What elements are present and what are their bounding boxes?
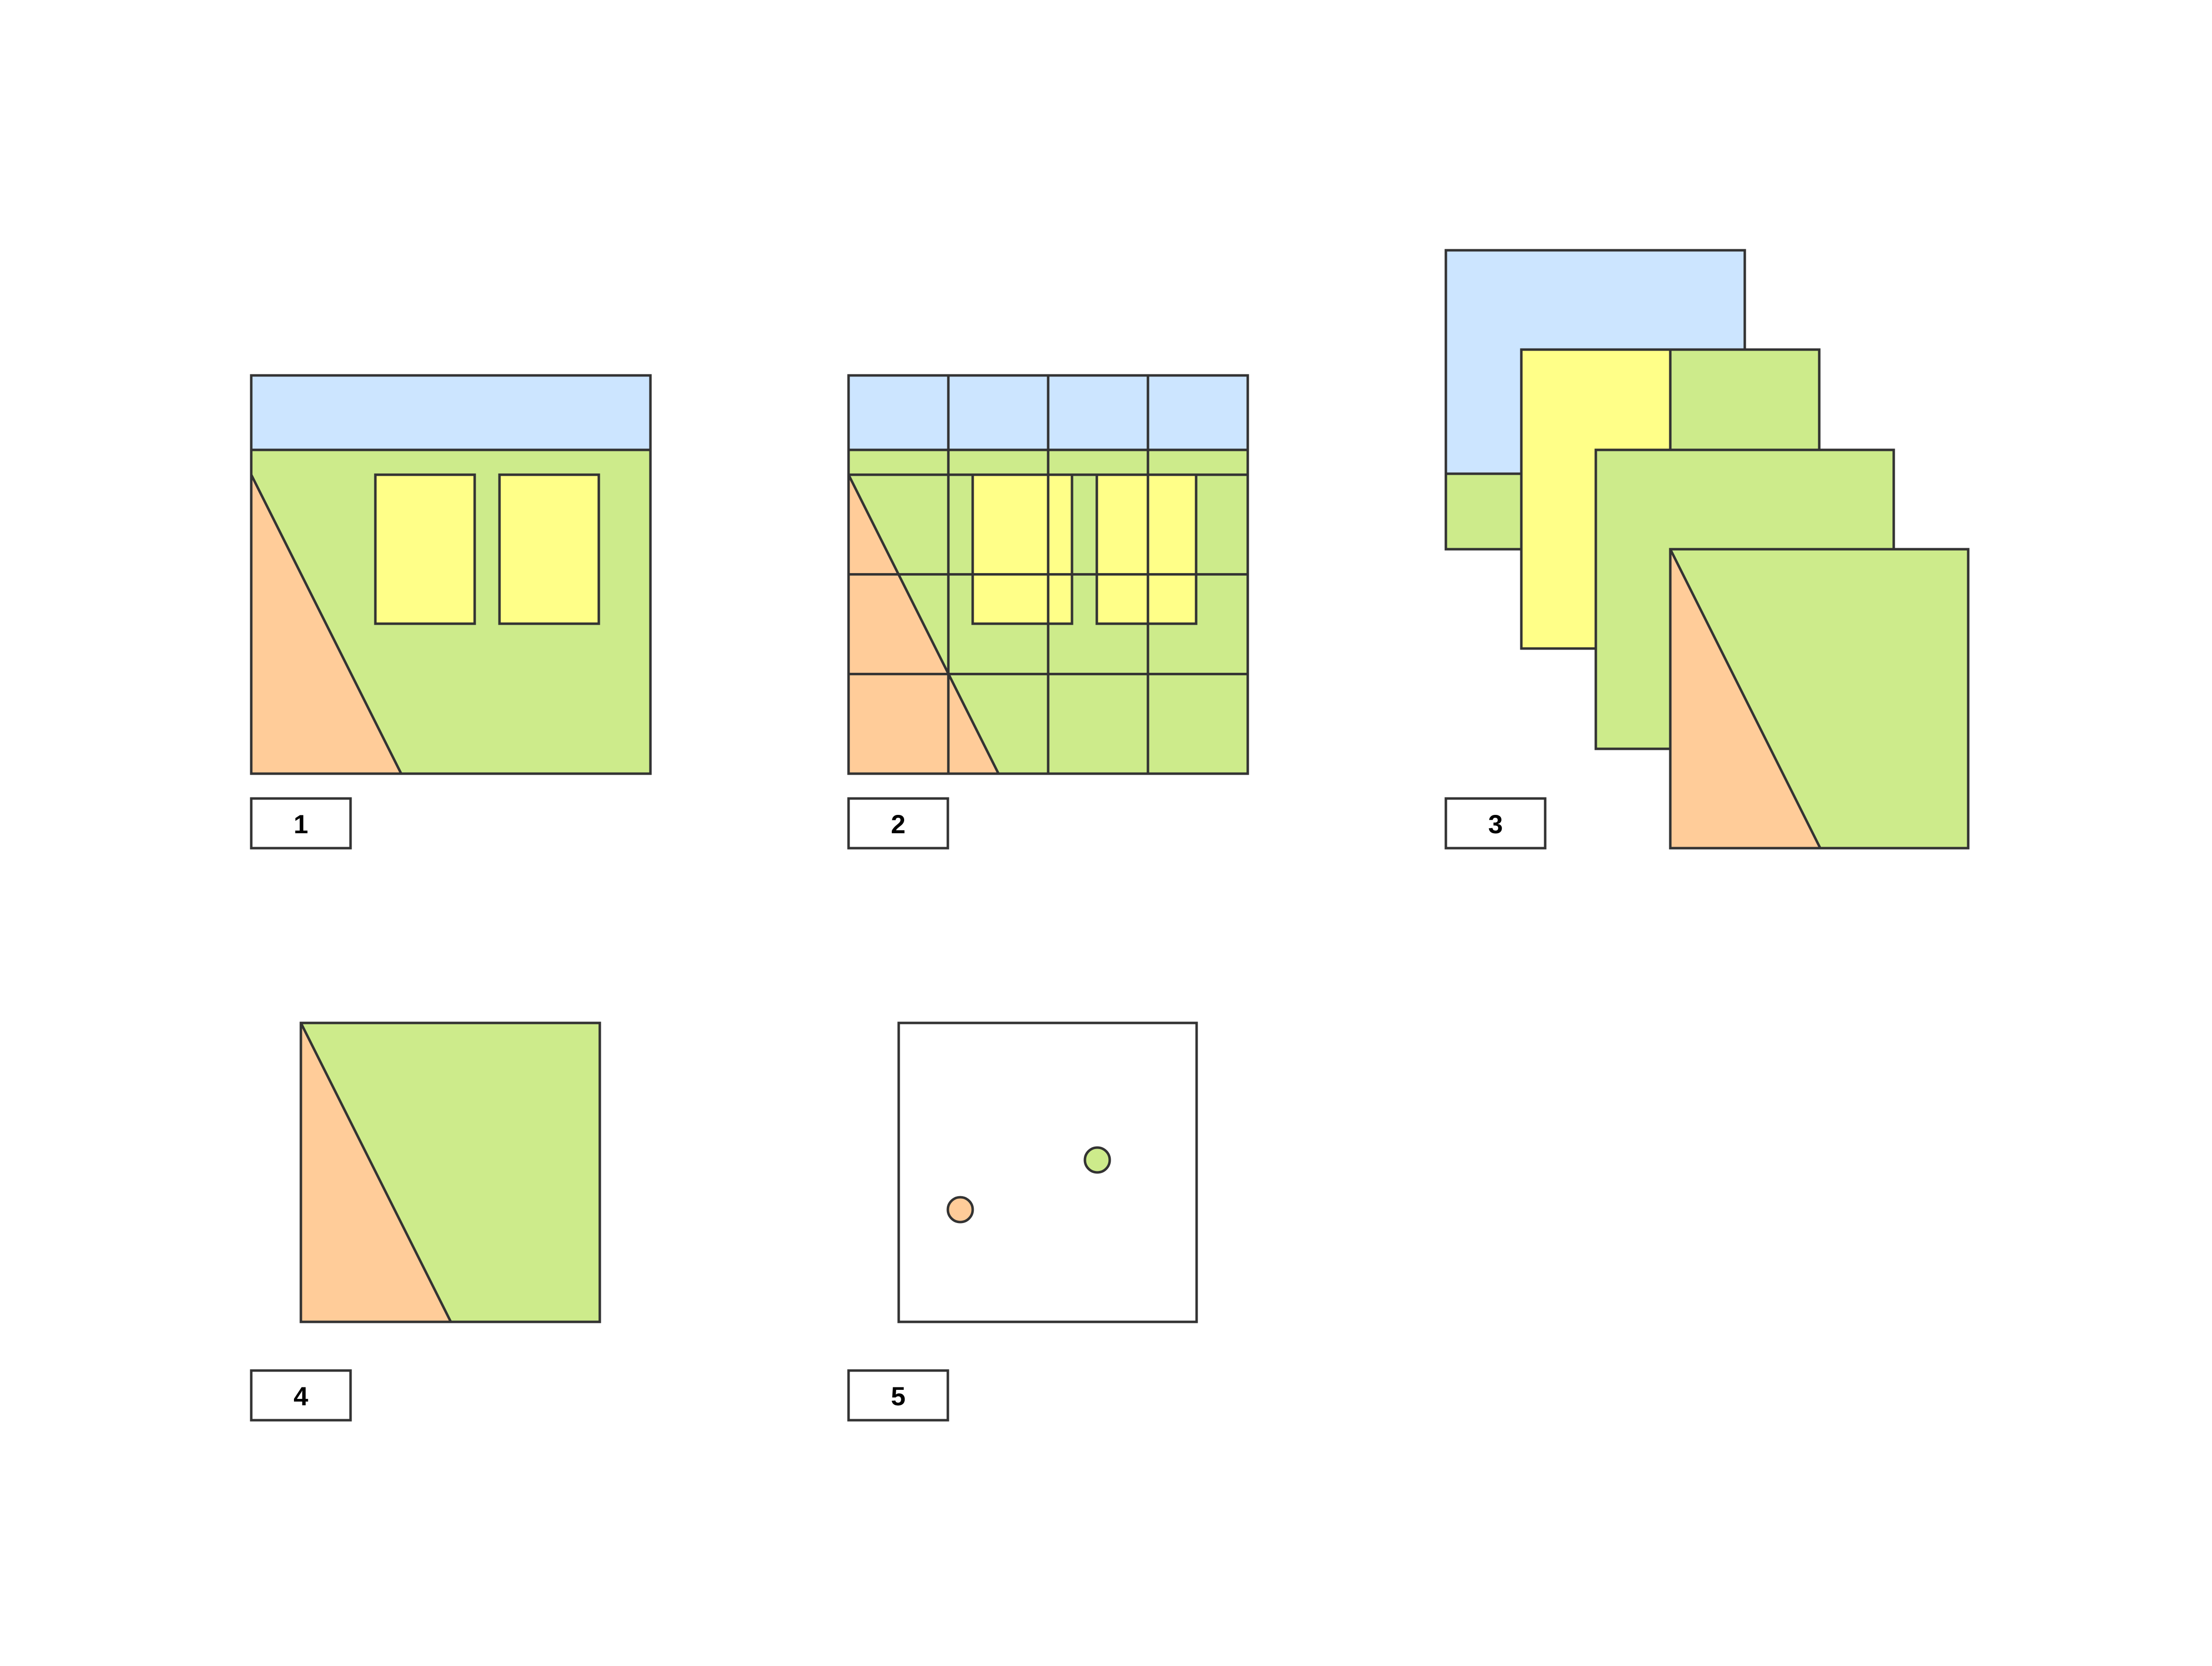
p5-frame [897,1021,1198,1323]
p1-window-left [374,473,476,625]
p1-sky [250,374,652,451]
p3-layer-road-fill [1669,548,1823,850]
p3-label: 3 [1488,810,1502,839]
p2-window-left [971,473,1073,625]
panel-4: 4 [250,1021,601,1422]
p5-ground-point [1083,1146,1111,1174]
p1-label-box [250,797,352,850]
panel-3: 3 [1444,249,1970,850]
p3-layer-road [1669,548,1970,850]
panel-5: 5 [847,1021,1198,1422]
panel-2: 2 [847,374,1249,850]
p5-road-point [946,1196,974,1224]
p2-label: 2 [891,810,905,839]
p1-window-right [498,473,600,625]
panel-1: 1 [250,374,652,850]
p2-grid [849,375,1248,774]
p4-label-box [250,1369,352,1422]
p4-road [299,1022,453,1323]
p2-window-right [1095,473,1198,625]
p1-road [250,474,404,775]
p4-label: 4 [293,1382,308,1411]
p3-label-box [1444,797,1547,850]
p5-label-box [847,1369,949,1422]
p2-label-box [847,797,949,850]
p5-label: 5 [891,1382,905,1411]
p1-label: 1 [293,810,308,839]
p2-frame [847,374,1249,775]
